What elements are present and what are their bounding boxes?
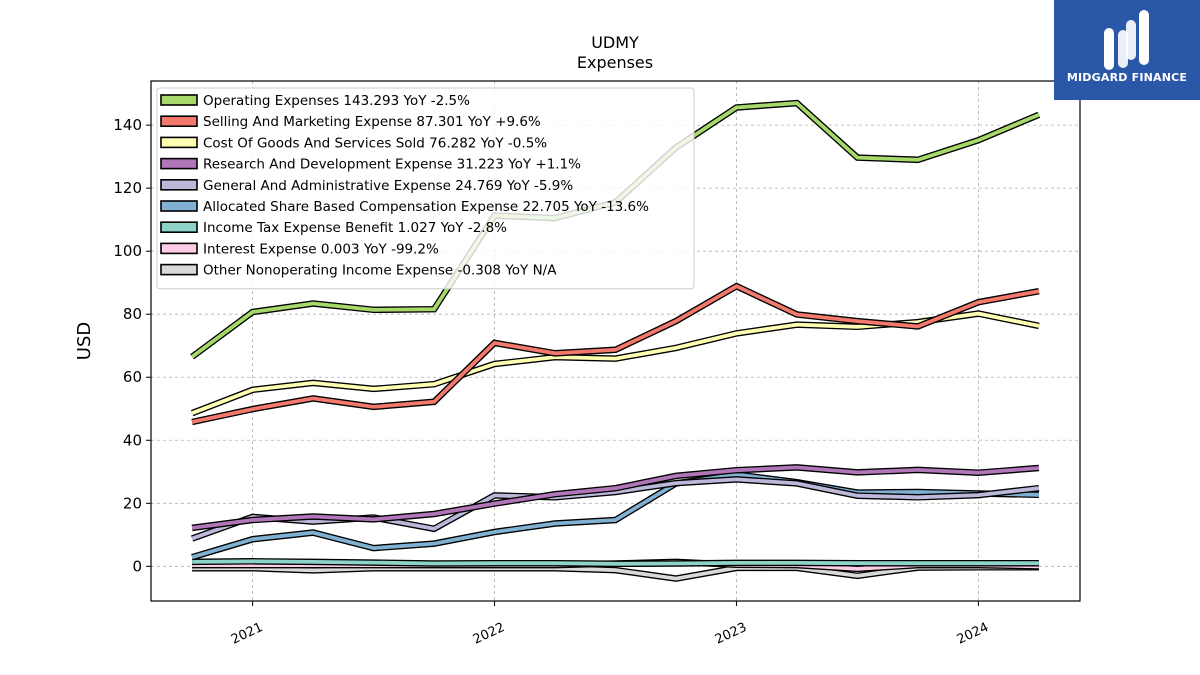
x-tick-label: 2024	[955, 620, 991, 648]
legend-label: Selling And Marketing Expense 87.301 YoY…	[203, 114, 541, 130]
legend-swatch	[160, 94, 198, 106]
plot-frame	[150, 80, 1081, 602]
legend-item: Selling And Marketing Expense 87.301 YoY…	[160, 114, 541, 130]
legend: Operating Expenses 143.293 YoY -2.5% Sell…	[156, 87, 695, 290]
x-tick-label: 2022	[471, 620, 507, 648]
series-lines	[190, 99, 1041, 582]
legend-item: Other Nonoperating Income Expense -0.308…	[160, 263, 557, 279]
series-selling-and-marketing-expense	[191, 282, 1040, 426]
y-tick-label: 40	[123, 431, 142, 449]
legend-label: Research And Development Expense 31.223 …	[203, 157, 581, 173]
legend-item: Research And Development Expense 31.223 …	[160, 157, 581, 173]
chart-title: UDMY	[591, 33, 639, 52]
y-tick-label: 80	[123, 305, 142, 323]
legend-swatch	[160, 157, 198, 170]
series-income-tax-expense-benefit	[192, 558, 1039, 568]
legend-label: Allocated Share Based Compensation Expen…	[203, 199, 649, 215]
y-axis-label: USD	[74, 322, 95, 360]
legend-item: Operating Expenses 143.293 YoY -2.5%	[160, 93, 470, 109]
x-tick-label: 2023	[713, 620, 749, 648]
y-tick-label: 60	[123, 368, 142, 386]
y-tick-label: 140	[113, 116, 142, 134]
series-line	[192, 559, 1039, 566]
legend-label: Interest Expense 0.003 YoY -99.2%	[203, 241, 439, 257]
series-other-nonoperating-income-expense	[192, 564, 1039, 582]
series-line	[192, 565, 1039, 581]
legend-swatch	[160, 263, 198, 276]
legend-swatch	[160, 115, 198, 127]
logo-text: MIDGARD FINANCE	[1066, 71, 1188, 84]
legend-swatch	[160, 242, 198, 255]
legend-label: Income Tax Expense Benefit 1.027 YoY -2.…	[203, 220, 507, 236]
legend-item: Allocated Share Based Compensation Expen…	[160, 199, 649, 215]
legend-item: Income Tax Expense Benefit 1.027 YoY -2.…	[160, 220, 507, 236]
brand-logo: MIDGARD FINANCE	[1054, 0, 1200, 100]
legend-item: General And Administrative Expense 24.76…	[160, 178, 573, 194]
y-tick-label: 20	[123, 494, 142, 512]
series-line	[191, 465, 1040, 530]
x-axis: 2021 2022 2023 2024	[229, 601, 991, 648]
legend-swatch	[160, 221, 198, 233]
legend-label: Other Nonoperating Income Expense -0.308…	[203, 263, 557, 279]
y-axis: 0 20 40 60 80 100 120 140	[113, 116, 151, 575]
series-line	[191, 472, 1039, 560]
legend-swatch	[160, 136, 198, 149]
series-research-and-development-expense	[191, 464, 1040, 532]
legend-label: Cost Of Goods And Services Sold 76.282 Y…	[203, 135, 547, 151]
y-tick-label: 100	[113, 242, 142, 260]
logo-mark-icon	[1104, 10, 1149, 70]
series-allocated-share-based-compensation-expense	[191, 471, 1039, 561]
legend-item: Interest Expense 0.003 YoY -99.2%	[160, 241, 439, 257]
legend-item: Cost Of Goods And Services Sold 76.282 Y…	[160, 135, 547, 151]
legend-box	[156, 87, 695, 290]
legend-swatch	[160, 179, 198, 191]
x-tick-label: 2021	[229, 620, 265, 648]
y-tick-label: 120	[113, 179, 142, 197]
legend-swatch	[160, 200, 198, 212]
chart-subtitle: Expenses	[577, 53, 653, 72]
y-tick-label: 0	[132, 557, 142, 575]
legend-label: General And Administrative Expense 24.76…	[203, 178, 573, 194]
legend-label: Operating Expenses 143.293 YoY -2.5%	[203, 93, 470, 109]
series-line	[191, 284, 1040, 424]
